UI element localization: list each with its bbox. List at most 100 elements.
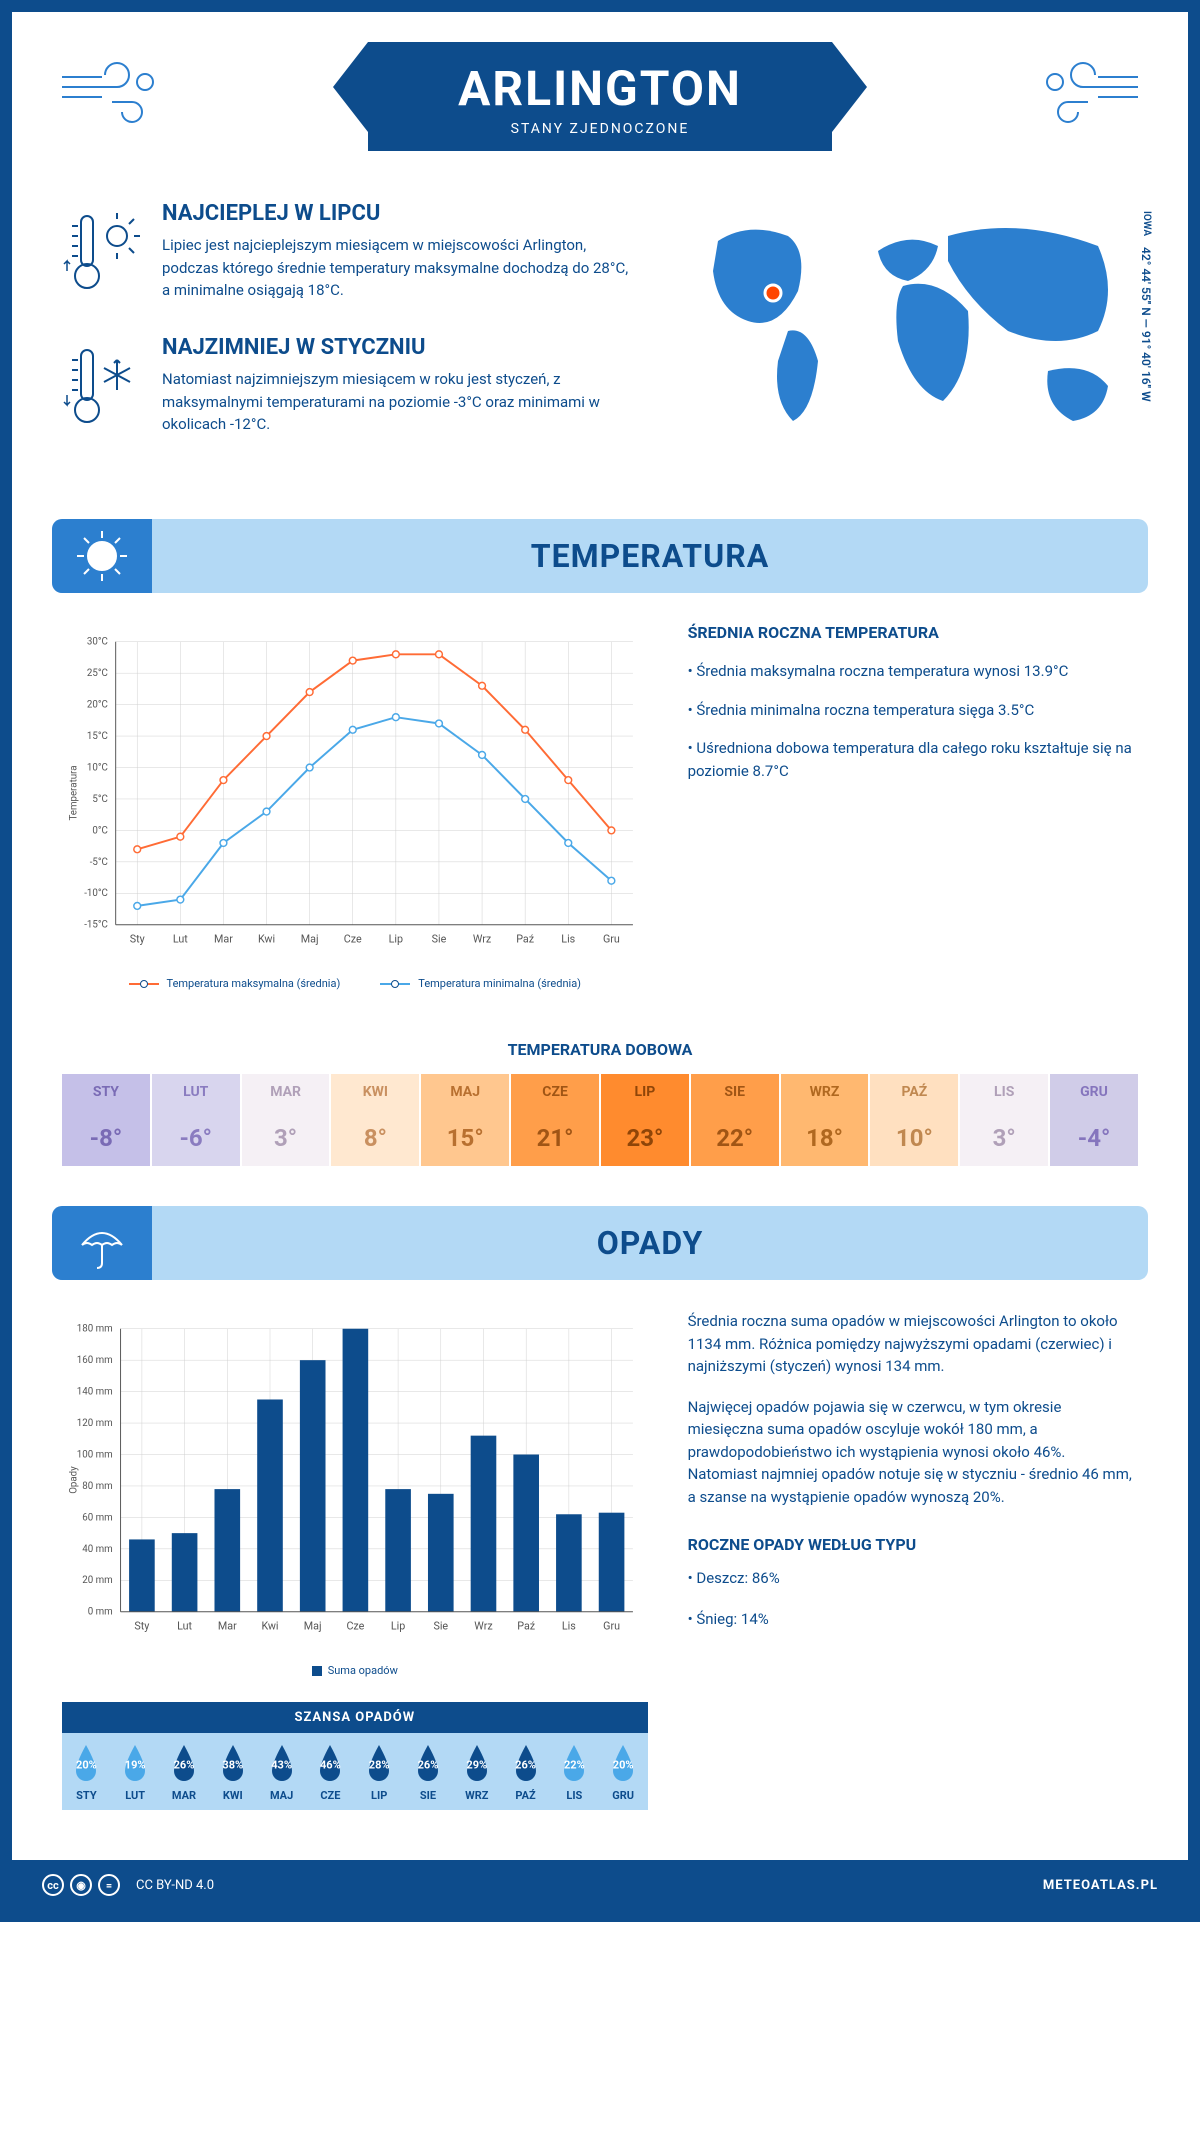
world-map: IOWA 42° 44' 55'' N — 91° 40' 16'' W [678,201,1138,469]
city-name: ARLINGTON [458,60,742,117]
chance-table: SZANSA OPADÓW 20% STY 19% LUT 26% MAR 38… [62,1702,648,1810]
daily-cell: KWI 8° [331,1074,421,1166]
svg-text:Sty: Sty [130,932,145,945]
brand: METEOATLAS.PL [1043,1878,1158,1893]
svg-text:80 mm: 80 mm [82,1481,112,1492]
state-label: IOWA [1141,211,1152,236]
svg-text:Cze: Cze [346,1619,364,1632]
svg-text:Sie: Sie [432,932,447,945]
precipitation-legend: Suma opadów [62,1664,648,1677]
svg-text:-5°C: -5°C [90,857,108,868]
nd-icon: = [98,1874,120,1896]
svg-text:180 mm: 180 mm [77,1324,113,1335]
coordinates: 42° 44' 55'' N — 91° 40' 16'' W [1139,247,1153,402]
drop-icon: 28% [363,1743,395,1783]
hottest-title: NAJCIEPLEJ W LIPCU [162,201,638,226]
svg-text:20°C: 20°C [87,700,108,711]
hottest-text: Lipiec jest najcieplejszym miesiącem w m… [162,234,638,302]
drop-icon: 20% [607,1743,639,1783]
drop-icon: 26% [412,1743,444,1783]
svg-text:Lip: Lip [391,1619,405,1632]
svg-text:0°C: 0°C [92,825,107,836]
precipitation-chart: 0 mm20 mm40 mm60 mm80 mm100 mm120 mm140 … [62,1310,648,1810]
stats-bullet: • Uśredniona dobowa temperatura dla całe… [688,737,1138,782]
thermometer-sun-icon [62,201,142,305]
footer: cc ◉ = CC BY-ND 4.0 METEOATLAS.PL [12,1860,1188,1910]
precip-text: Najwięcej opadów pojawia się w czerwcu, … [688,1396,1138,1509]
daily-cell: WRZ 18° [781,1074,871,1166]
daily-cell: MAR 3° [242,1074,332,1166]
coldest-block: NAJZIMNIEJ W STYCZNIU Natomiast najzimni… [62,335,638,439]
cc-icon: cc [42,1874,64,1896]
svg-text:Lut: Lut [173,932,188,945]
temperature-header: TEMPERATURA [52,519,1148,593]
svg-text:-15°C: -15°C [84,920,108,931]
chance-cell: 22% LIS [550,1733,599,1810]
by-icon: ◉ [70,1874,92,1896]
stats-bullet: • Średnia minimalna roczna temperatura s… [688,699,1138,722]
stats-title: ŚREDNIA ROCZNA TEMPERATURA [688,623,1138,642]
license-text: CC BY-ND 4.0 [136,1878,214,1893]
chance-cell: 20% STY [62,1733,111,1810]
wind-icon [52,47,172,127]
svg-text:Lip: Lip [389,932,403,945]
svg-text:Lis: Lis [561,932,575,945]
daily-cell: LIS 3° [960,1074,1050,1166]
coldest-title: NAJZIMNIEJ W STYCZNIU [162,335,638,360]
chance-title: SZANSA OPADÓW [62,1702,648,1733]
intro-section: NAJCIEPLEJ W LIPCU Lipiec jest najcieple… [12,171,1188,499]
daily-cell: GRU -4° [1050,1074,1138,1166]
header-banner: ARLINGTON STANY ZJEDNOCZONE [368,42,832,151]
svg-text:140 mm: 140 mm [77,1387,113,1398]
svg-text:Paź: Paź [516,932,534,945]
svg-text:Gru: Gru [603,932,620,945]
precip-text: Średnia roczna suma opadów w miejscowośc… [688,1310,1138,1378]
temperature-stats: ŚREDNIA ROCZNA TEMPERATURA • Średnia mak… [688,623,1138,990]
sun-icon [52,519,152,593]
svg-text:Opady: Opady [69,1466,80,1494]
daily-cell: PAŹ 10° [870,1074,960,1166]
chance-cell: 26% MAR [160,1733,209,1810]
svg-text:30°C: 30°C [87,637,108,648]
license-icons: cc ◉ = CC BY-ND 4.0 [42,1874,214,1896]
header: ARLINGTON STANY ZJEDNOCZONE [12,12,1188,171]
thermometer-snow-icon [62,335,142,439]
svg-text:160 mm: 160 mm [77,1355,113,1366]
svg-text:15°C: 15°C [87,731,108,742]
daily-temp-title: TEMPERATURA DOBOWA [12,1040,1188,1059]
svg-text:100 mm: 100 mm [77,1449,113,1460]
svg-text:Wrz: Wrz [473,932,491,945]
wind-icon [1028,47,1148,127]
precip-type-title: ROCZNE OPADY WEDŁUG TYPU [688,1533,1138,1557]
chance-cell: 46% CZE [306,1733,355,1810]
svg-text:120 mm: 120 mm [77,1418,113,1429]
drop-icon: 46% [314,1743,346,1783]
svg-text:5°C: 5°C [92,794,107,805]
drop-icon: 26% [510,1743,542,1783]
svg-text:Sty: Sty [134,1619,149,1632]
precipitation-title: OPADY [172,1224,1128,1262]
coldest-text: Natomiast najzimniejszym miesiącem w rok… [162,368,638,436]
svg-text:Kwi: Kwi [258,932,275,945]
daily-temp-table: STY -8° LUT -6° MAR 3° KWI 8° MAJ 15° CZ… [62,1074,1138,1166]
chance-cell: 28% LIP [355,1733,404,1810]
chance-cell: 29% WRZ [452,1733,501,1810]
svg-text:Temperatura: Temperatura [69,765,80,820]
svg-text:10°C: 10°C [87,762,108,773]
daily-cell: LIP 23° [601,1074,691,1166]
svg-text:Mar: Mar [218,1619,237,1632]
country-name: STANY ZJEDNOCZONE [458,121,742,137]
temperature-legend: Temperatura maksymalna (średnia) Tempera… [62,977,648,990]
drop-icon: 29% [461,1743,493,1783]
drop-icon: 20% [70,1743,102,1783]
temperature-chart: -15°C-10°C-5°C0°C5°C10°C15°C20°C25°C30°C… [62,623,648,990]
chance-cell: 38% KWI [208,1733,257,1810]
svg-text:Lis: Lis [562,1619,576,1632]
hottest-block: NAJCIEPLEJ W LIPCU Lipiec jest najcieple… [62,201,638,305]
precip-snow: • Śnieg: 14% [688,1608,1138,1631]
chance-cell: 20% GRU [599,1733,648,1810]
precipitation-header: OPADY [52,1206,1148,1280]
svg-text:Wrz: Wrz [474,1619,492,1632]
svg-text:Gru: Gru [603,1619,620,1632]
svg-text:Mar: Mar [214,932,233,945]
